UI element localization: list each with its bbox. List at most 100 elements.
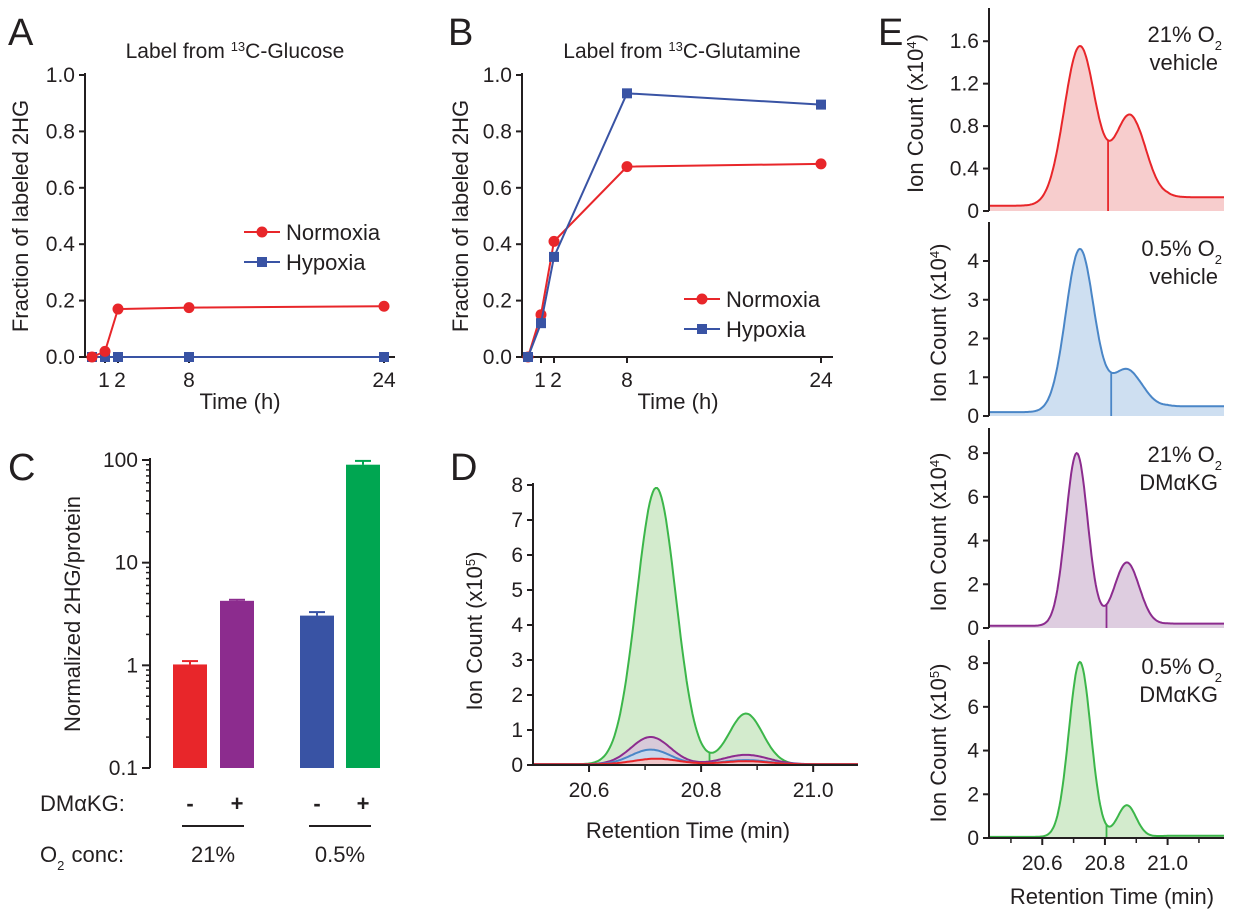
y-tick-label: 0	[967, 617, 979, 640]
y-tick-label: 0.8	[483, 120, 512, 143]
x-tick-label: 8	[621, 369, 633, 392]
x-tick-label: 24	[372, 369, 396, 392]
y-axis-label-main: Ion Count (x10	[903, 49, 928, 193]
e-trace-2-line	[989, 451, 1224, 627]
chart-title-part: Label from	[563, 40, 668, 63]
y-axis-label: Fraction of labeled 2HG	[448, 100, 473, 332]
data-point	[536, 318, 546, 329]
chart-panel-c: 0.1 1 10 100 Normalized 2HG/protein - + - + DMαKG…	[40, 449, 380, 873]
y-axis-label-main: Ion Count (x10	[462, 566, 487, 710]
y-tick-label: 0	[511, 754, 523, 777]
legend-marker	[696, 293, 708, 305]
legend-label: Hypoxia	[286, 250, 366, 275]
y-tick-label: 0.4	[46, 233, 76, 256]
y-tick-label: 0.0	[483, 346, 512, 369]
chart-title: Label from 13C-Glucose	[126, 39, 345, 64]
trace-label-condition: 0.5% O2	[1141, 236, 1222, 267]
trace-label-treatment: vehicle	[1150, 50, 1218, 75]
x-tick-label: 8	[183, 369, 195, 392]
chart-title-rest: C-Glucose	[245, 40, 344, 63]
y-tick-label: 0.8	[46, 120, 75, 143]
e-trace-3-line	[989, 660, 1224, 838]
trace-label-condition: 0.5% O2	[1141, 654, 1222, 685]
y-tick-label: 1.0	[46, 64, 75, 87]
e-trace-0-line	[989, 44, 1224, 207]
data-point	[816, 99, 826, 110]
y-axis-label-exp: 4	[904, 41, 919, 48]
y-axis-label: Ion Count (x104)	[926, 244, 951, 403]
chart-panel-a: Label from 13C-Glucose 0.0 0.2 0.4 0.6 0.8 1.0…	[8, 39, 396, 415]
e-trace-0-area	[989, 46, 1224, 211]
x-tick-label: 20.8	[1084, 852, 1125, 875]
y-tick-label: 7	[511, 509, 523, 532]
y-axis-label: Ion Count (x104)	[903, 34, 928, 193]
y-tick-label: 4	[967, 530, 979, 553]
y-axis-label-end: )	[462, 552, 487, 559]
trace-label-treatment: DMαKG	[1139, 470, 1218, 495]
legend-marker	[697, 324, 707, 334]
trace-label-condition-main: 0.5% O	[1141, 654, 1214, 679]
bar	[220, 600, 254, 768]
chart-title-rest: C-Glutamine	[683, 40, 801, 63]
y-tick-label: 1	[126, 654, 138, 677]
y-axis-label-main: Ion Count (x10	[926, 678, 951, 822]
y-tick-label: 0.2	[46, 290, 75, 313]
x-tick-label: 20.8	[681, 779, 722, 802]
y-tick-label: 5	[511, 579, 523, 602]
data-point	[815, 158, 827, 170]
y-tick-label: 8	[967, 652, 979, 675]
trace-label-condition: 21% O2	[1148, 22, 1223, 53]
y-axis-label-end: )	[926, 664, 951, 671]
data-point	[523, 352, 533, 362]
series-line-normoxia	[91, 305, 385, 358]
o2-row-label: O2 conc:	[40, 842, 124, 873]
x-tick-label: 20.6	[1022, 852, 1063, 875]
y-tick-label: 3	[511, 649, 523, 672]
o2-row-label-main: O	[40, 842, 57, 867]
data-point	[112, 303, 124, 315]
chart-title: Label from 13C-Glutamine	[563, 39, 800, 64]
x-tick-label: 21.0	[1147, 852, 1188, 875]
y-tick-label: 4	[511, 614, 523, 637]
x-tick-label: 20.6	[569, 779, 610, 802]
y-tick-label: 6	[967, 696, 979, 719]
dmakg-sign: +	[231, 791, 244, 816]
trace-label-condition-sub: 2	[1215, 252, 1222, 267]
chart-title-part: Label from	[126, 40, 231, 63]
data-point	[86, 351, 98, 363]
dmakg-row-label: DMαKG:	[40, 791, 125, 816]
y-tick-label: 3	[967, 289, 979, 312]
y-tick-label: 0.8	[950, 115, 979, 138]
legend-label: Normoxia	[286, 220, 381, 245]
data-point	[183, 302, 195, 314]
y-tick-label: 0	[967, 827, 979, 850]
x-tick-label: 21.0	[793, 779, 834, 802]
y-tick-label: 2	[511, 684, 523, 707]
data-point	[549, 251, 559, 262]
y-tick-label: 8	[967, 442, 979, 465]
data-point	[184, 352, 194, 362]
trace-label-condition-main: 0.5% O	[1141, 236, 1214, 261]
y-tick-label: 0	[967, 200, 979, 223]
panel-letter-c: C	[8, 447, 35, 489]
y-axis-label: Ion Count (x104)	[926, 453, 951, 612]
x-tick-label: 2	[114, 369, 126, 392]
x-axis-label: Time (h)	[637, 389, 718, 414]
y-tick-label: 1.6	[950, 30, 979, 53]
y-tick-label: 6	[511, 544, 523, 567]
y-tick-label: 2	[967, 783, 979, 806]
trace-label-condition-sub: 2	[1215, 458, 1222, 473]
data-point	[622, 88, 632, 99]
x-tick-label: 2	[550, 369, 562, 392]
legend-label: Hypoxia	[726, 317, 806, 342]
y-tick-label: 4	[967, 740, 979, 763]
group-label: 21%	[191, 842, 235, 867]
data-point	[621, 161, 633, 173]
y-tick-label: 2	[967, 328, 979, 351]
x-axis-label: Time (h)	[199, 389, 280, 414]
o2-row-label-sub: 2	[57, 858, 64, 873]
data-point	[548, 235, 560, 247]
y-axis-label-end: )	[926, 244, 951, 251]
y-axis-label-main: Ion Count (x10	[926, 467, 951, 611]
